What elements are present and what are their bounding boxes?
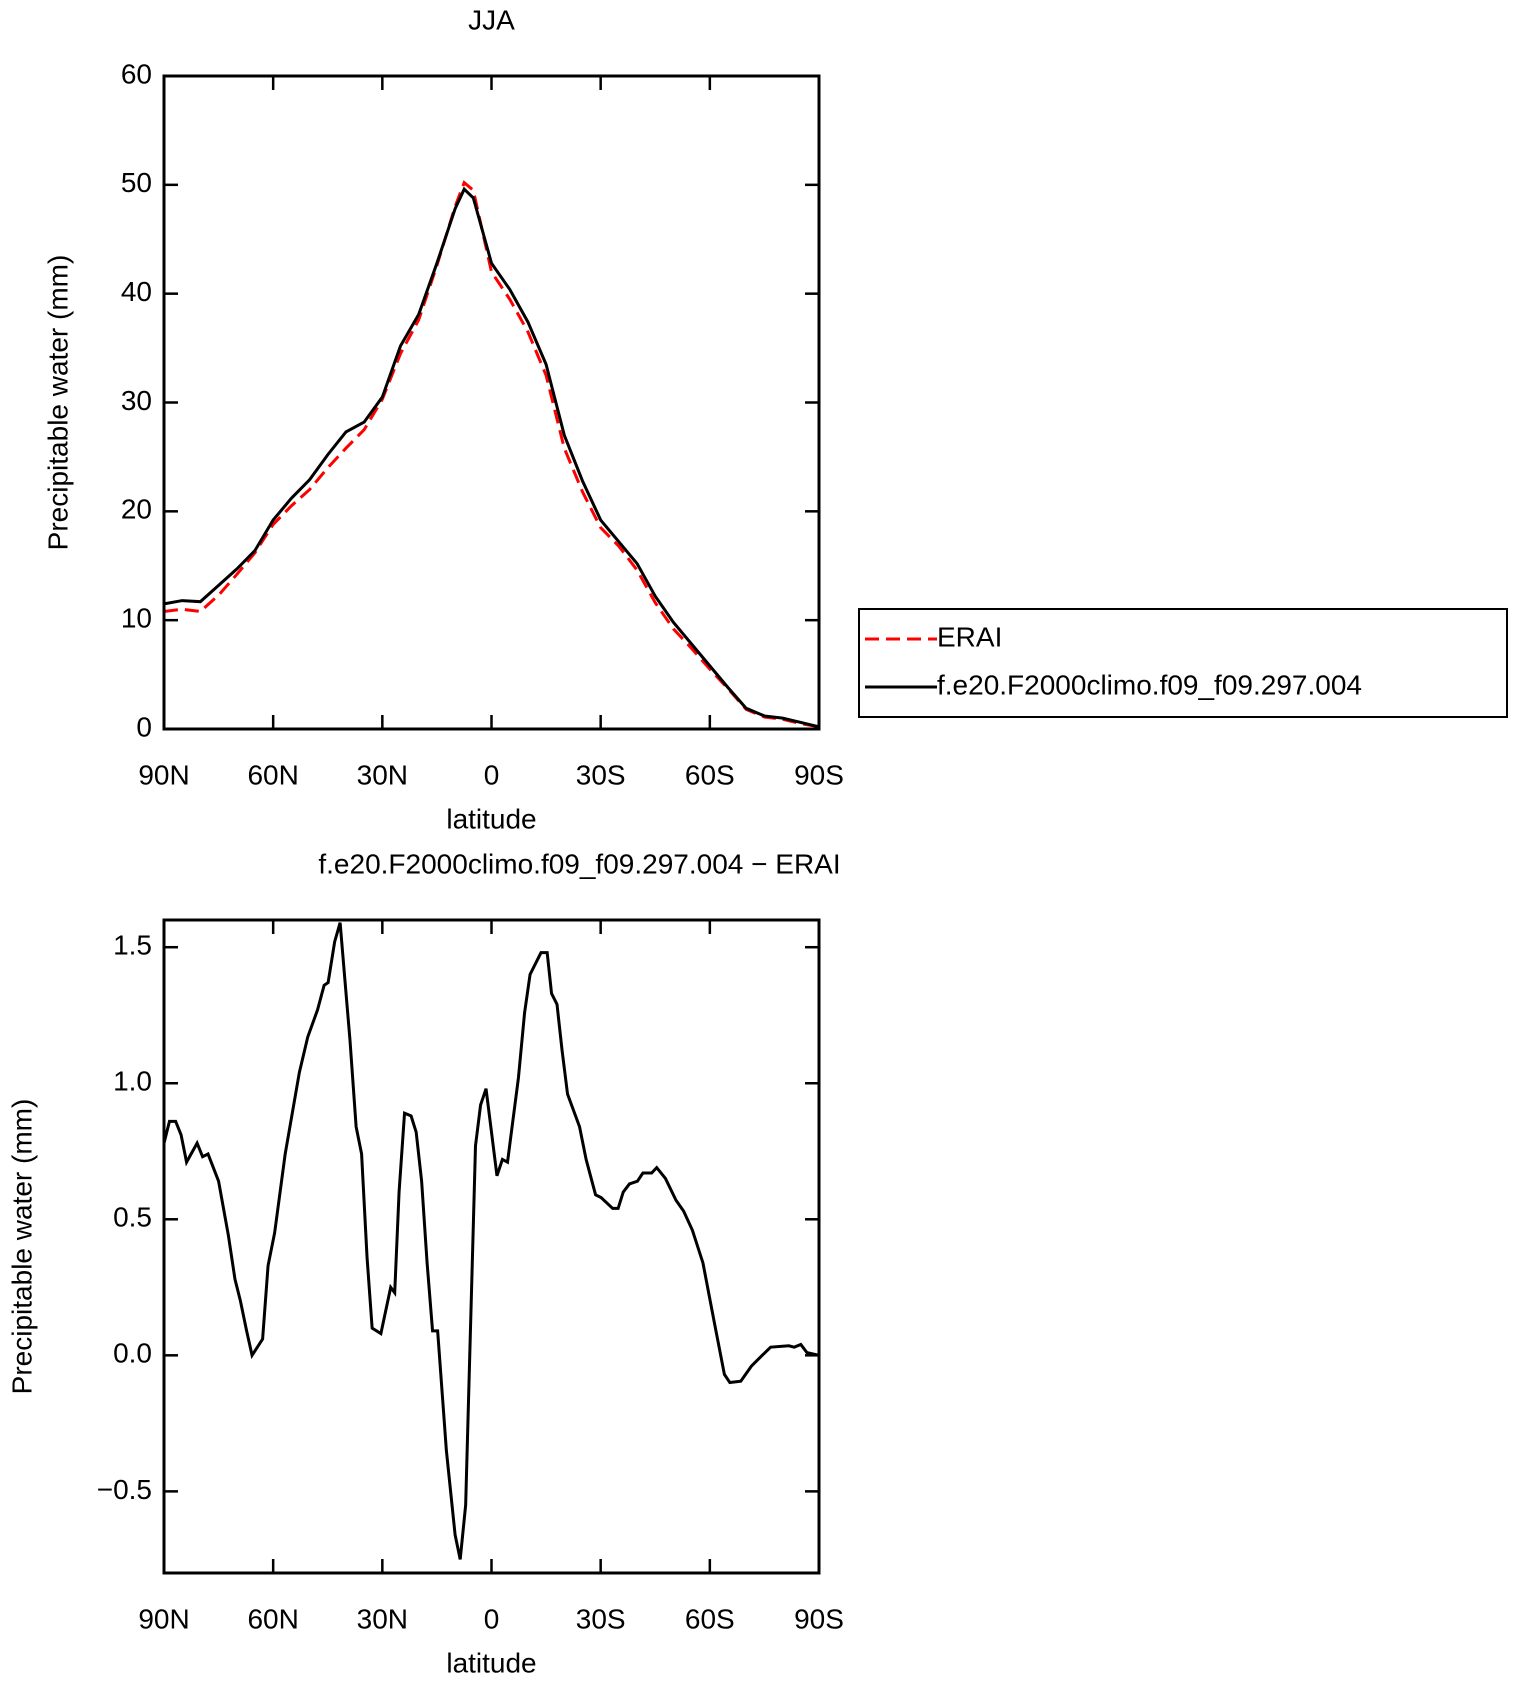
x-tick-label: 0 (484, 1603, 500, 1634)
x-tick-label: 30S (576, 759, 626, 790)
y-tick-label: 0.5 (113, 1202, 152, 1233)
y-tick-label: 1.5 (113, 930, 152, 961)
y-tick-label: 50 (121, 167, 152, 198)
y-tick-label: 30 (121, 385, 152, 416)
plot-frame (162, 918, 821, 1575)
y-tick-label: −0.5 (97, 1474, 152, 1505)
x-tick-label: 30S (576, 1603, 626, 1634)
y-axis-label: Precipitable water (mm) (42, 255, 73, 551)
y-tick-label: 10 (121, 603, 152, 634)
y-tick-label: 40 (121, 276, 152, 307)
x-tick-label: 90N (138, 759, 189, 790)
y-tick-label: 60 (121, 58, 152, 89)
x-axis-label: latitude (446, 1647, 536, 1678)
x-tick-label: 90S (794, 1603, 844, 1634)
x-tick-label: 30N (357, 759, 408, 790)
legend-label: f.e20.F2000climo.f09_f09.297.004 (937, 669, 1362, 700)
plot-frame (162, 74, 821, 731)
data-line (163, 186, 820, 729)
x-tick-label: 0 (484, 759, 500, 790)
legend-label: ERAI (937, 621, 1002, 652)
x-tick-label: 60N (247, 1603, 298, 1634)
x-tick-label: 30N (357, 1603, 408, 1634)
x-tick-label: 60N (247, 759, 298, 790)
x-tick-label: 90S (794, 759, 844, 790)
data-line (163, 180, 820, 729)
y-tick-label: 0.0 (113, 1338, 152, 1369)
chart-title: JJA (468, 4, 515, 35)
data-line (162, 922, 820, 1560)
y-tick-label: 1.0 (113, 1066, 152, 1097)
legend-box (858, 608, 1508, 718)
x-tick-label: 60S (685, 759, 735, 790)
y-tick-label: 20 (121, 494, 152, 525)
y-tick-label: 0 (136, 711, 152, 742)
x-tick-label: 90N (138, 1603, 189, 1634)
y-axis-label: Precipitable water (mm) (6, 1099, 37, 1395)
x-axis-label: latitude (446, 803, 536, 834)
chart-title: f.e20.F2000climo.f09_f09.297.004 − ERAI (318, 848, 840, 879)
x-tick-label: 60S (685, 1603, 735, 1634)
